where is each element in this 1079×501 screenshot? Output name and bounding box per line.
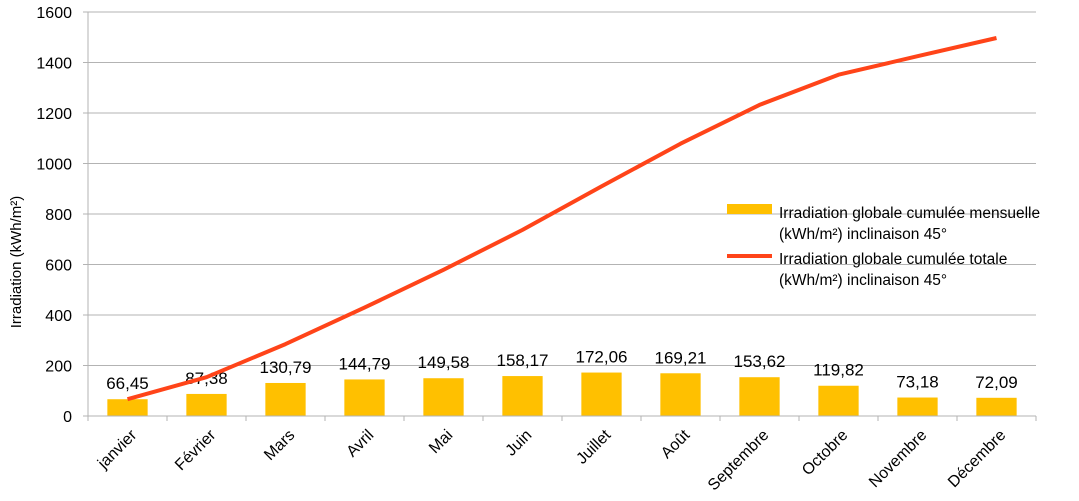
legend-line-label: Irradiation globale cumulée totale (779, 251, 1007, 268)
x-tick-label: Février (172, 426, 220, 474)
legend-line-label: (kWh/m²) inclinaison 45° (779, 272, 947, 289)
bar-data-label: 172,06 (576, 348, 628, 367)
x-tick-label: Août (658, 426, 694, 462)
y-axis-title: Irradiation (kWh/m²) (8, 196, 25, 329)
legend-bar-label: (kWh/m²) inclinaison 45° (779, 226, 947, 243)
bar-Juin (502, 376, 543, 416)
bar-data-label: 73,18 (896, 373, 939, 392)
bar-Septembre (739, 377, 780, 416)
y-tick-label: 0 (63, 409, 72, 426)
bar-data-label: 66,45 (106, 374, 149, 393)
bar-janvier (107, 399, 148, 416)
legend-bar-label: Irradiation globale cumulée mensuelle (779, 205, 1040, 222)
bar-Octobre (818, 385, 859, 416)
bar-data-label: 119,82 (813, 361, 864, 380)
x-tick-label: Septembre (705, 427, 772, 494)
bar-data-label: 169,21 (655, 348, 707, 367)
y-tick-label: 400 (45, 308, 72, 325)
bar-Décembre (976, 397, 1017, 416)
bar-data-label: 72,09 (975, 373, 1018, 392)
legend-bar-swatch (727, 204, 772, 214)
cumulative-line (126, 36, 997, 402)
x-tick-label: Mars (261, 427, 298, 464)
bar-Novembre (897, 397, 938, 416)
grid-lines (88, 11, 1036, 417)
x-tick-label: Novembre (866, 427, 930, 491)
y-tick-label: 1000 (36, 157, 72, 174)
y-tick-label: 200 (45, 359, 72, 376)
bar-Juillet (581, 372, 622, 416)
bar-Mai (423, 378, 464, 416)
x-tick-label: Avril (344, 427, 378, 461)
x-tick-label: Mai (426, 427, 456, 457)
bar-Mars (265, 382, 306, 416)
bar-series (107, 372, 1017, 416)
line-series (126, 36, 997, 402)
bar-data-label: 130,79 (260, 358, 312, 377)
y-tick-label: 800 (45, 207, 72, 224)
x-tick-label: Octobre (799, 427, 851, 479)
bar-Avril (344, 379, 385, 416)
x-axis-tick-labels: janvier Février Mars Avril Mai Juin Juillet Aoû… (94, 426, 1009, 494)
y-tick-label: 1400 (36, 56, 72, 73)
x-tick-label: Juillet (573, 426, 614, 467)
y-tick-label: 1600 (36, 5, 72, 22)
x-tick-label: Juin (503, 427, 536, 460)
y-tick-label: 600 (45, 258, 72, 275)
x-tick-label: janvier (94, 426, 141, 473)
bar-data-label: 144,79 (339, 354, 391, 373)
bar-Février (186, 393, 227, 416)
bar-Août (660, 373, 701, 416)
bar-data-label: 149,58 (418, 353, 470, 372)
x-tick-label: Décembre (945, 427, 1009, 491)
axes (83, 11, 1037, 421)
bar-data-label: 153,62 (734, 352, 786, 371)
y-axis-tick-labels: 0 200 400 600 800 1000 1200 1400 1600 (36, 5, 72, 426)
y-tick-label: 1200 (36, 106, 72, 123)
legend: Irradiation globale cumulée mensuelle (kW… (727, 204, 1040, 289)
bar-data-label: 158,17 (497, 351, 549, 370)
